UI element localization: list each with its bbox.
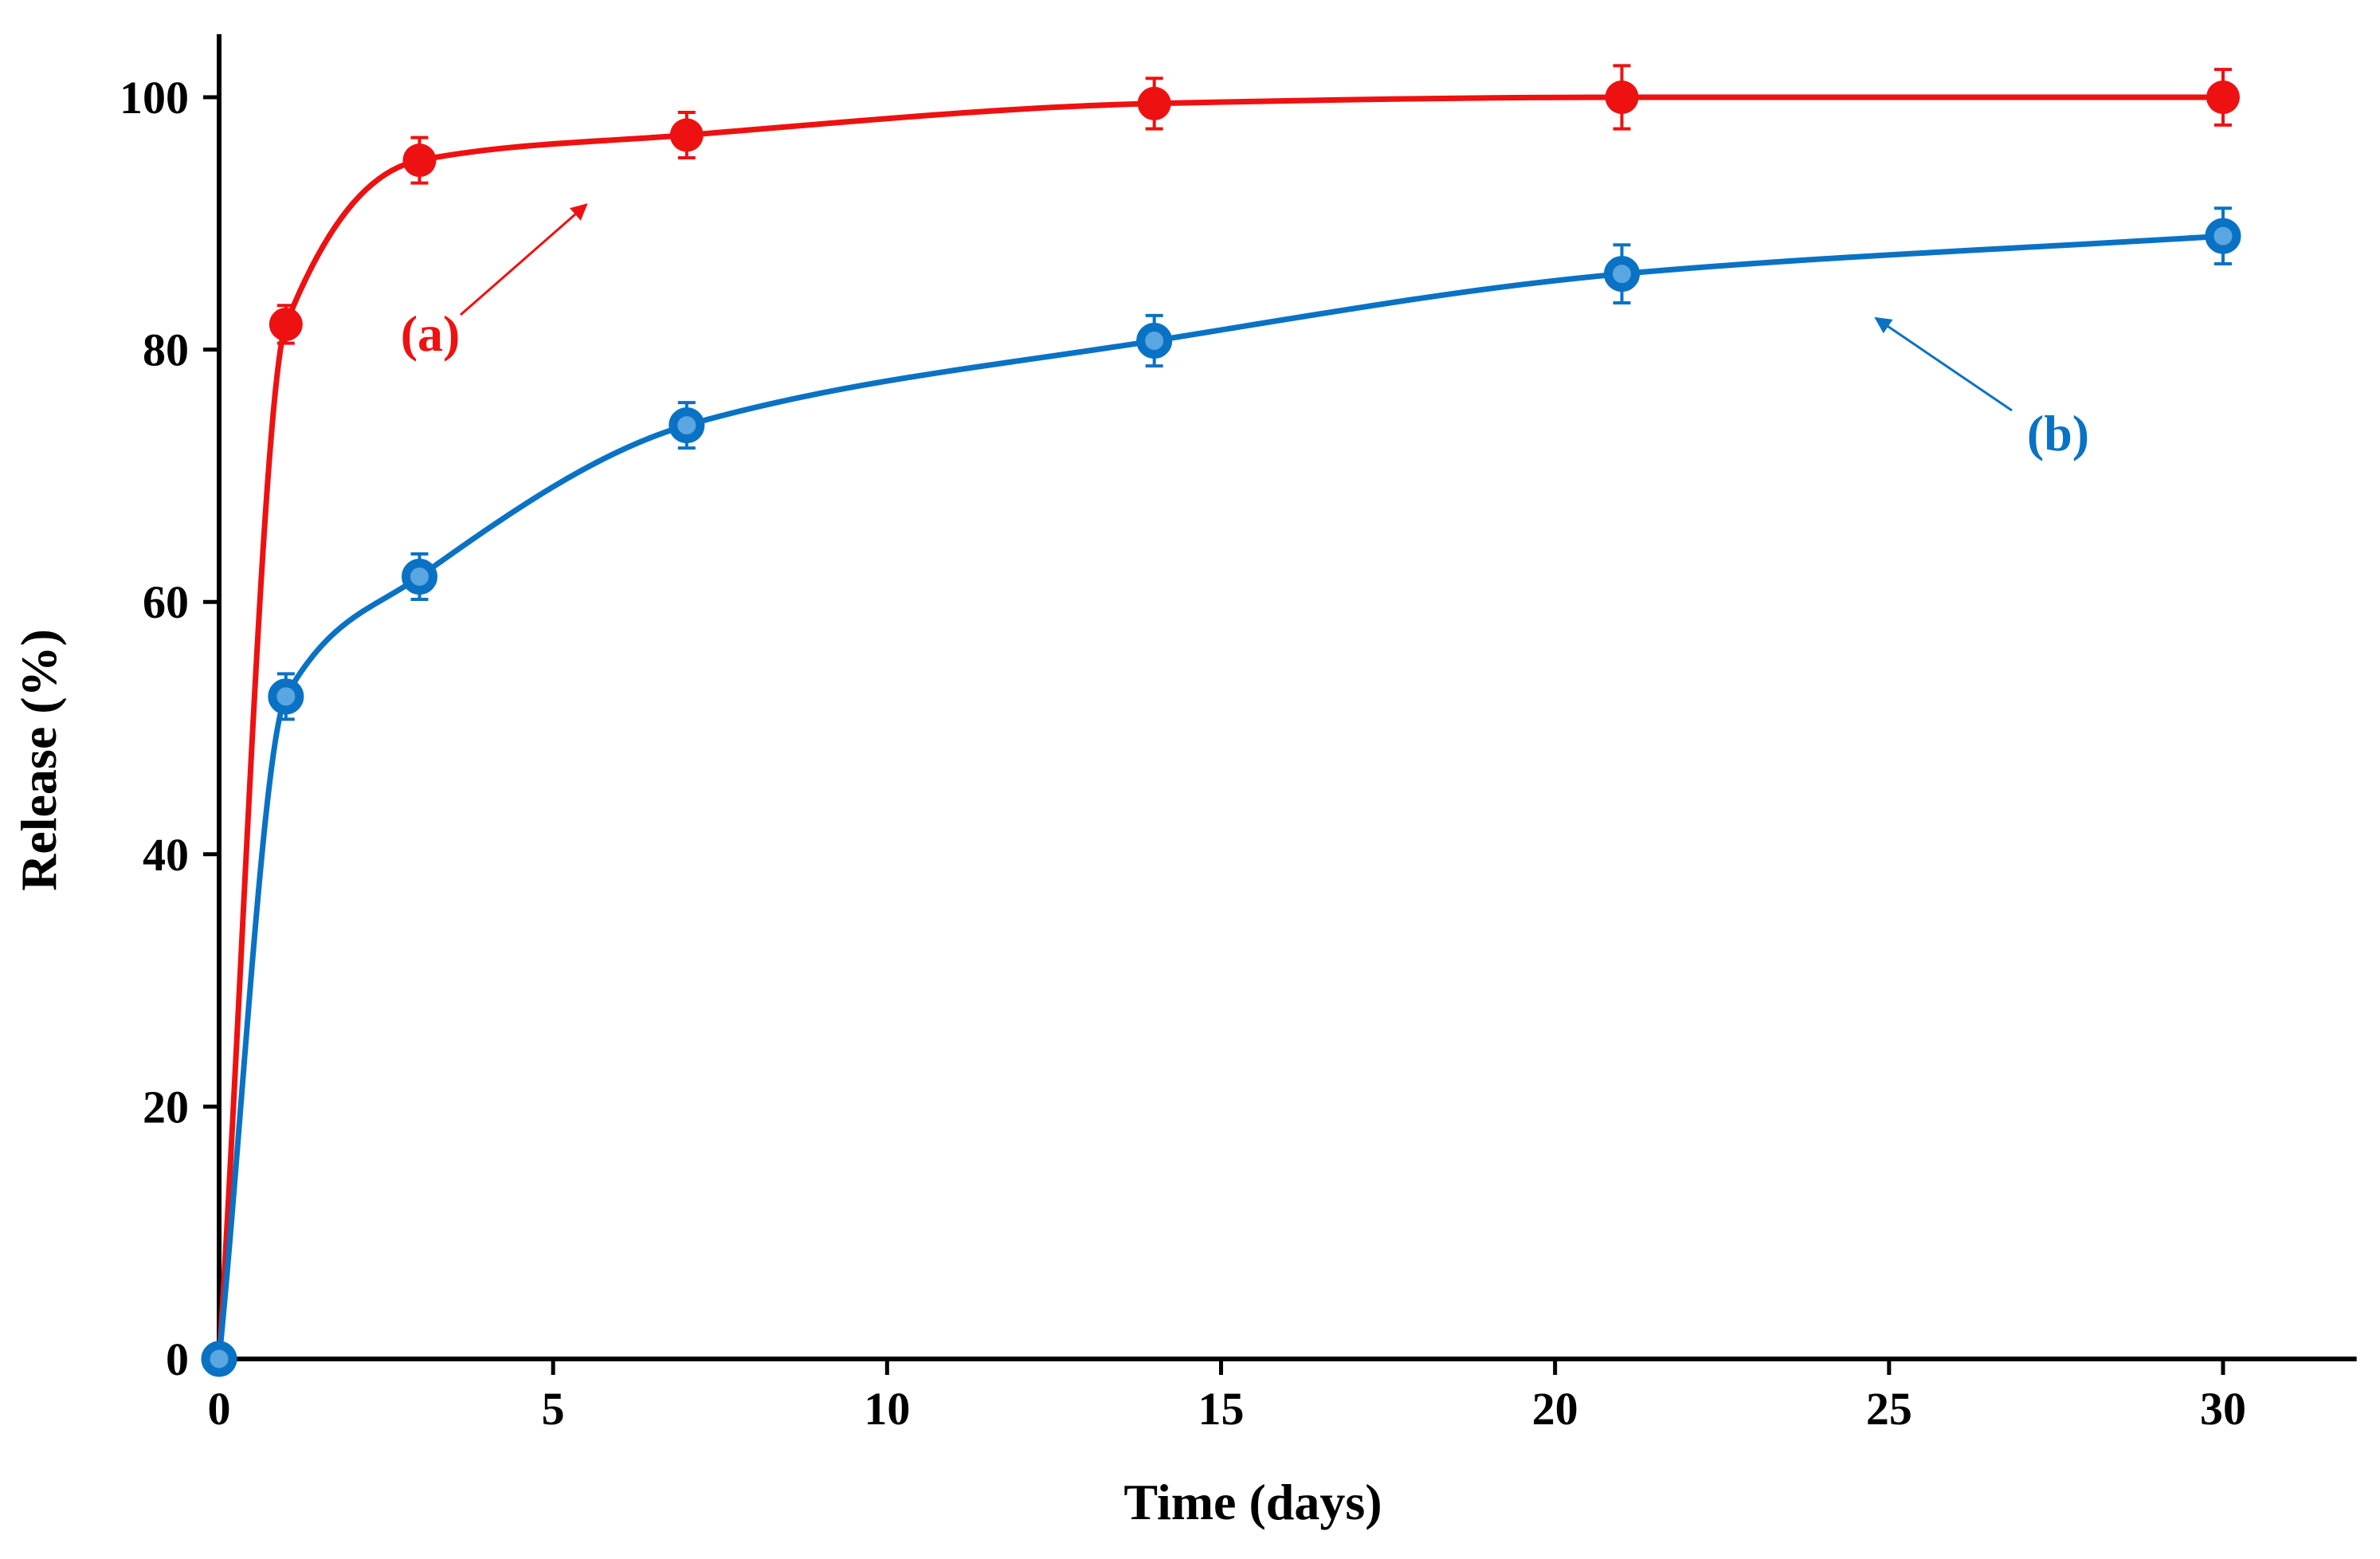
data-point	[1137, 86, 1171, 120]
data-point	[268, 678, 304, 715]
annotation-label-a: (a)	[401, 305, 461, 362]
data-point	[1136, 323, 1173, 359]
x-tick-label: 10	[864, 1383, 910, 1435]
y-axis-title: Release (%)	[10, 629, 67, 891]
x-tick-label: 20	[1532, 1383, 1578, 1435]
axes	[217, 33, 2357, 1361]
y-tick-label: 40	[143, 829, 189, 881]
data-point	[1604, 256, 1640, 293]
data-point	[669, 118, 704, 152]
x-tick-label: 30	[2200, 1383, 2246, 1435]
annotation-label-b: (b)	[2027, 405, 2089, 461]
x-axis-title: Time (days)	[1123, 1474, 1382, 1530]
x-tick-label: 25	[1866, 1383, 1912, 1435]
data-point	[269, 307, 303, 341]
data-point	[201, 1341, 237, 1377]
data-point	[1605, 81, 1639, 114]
data-point	[2205, 218, 2241, 254]
annotations: (a) (b)	[401, 203, 2089, 461]
annotation-arrow-b	[1874, 316, 2013, 412]
y-tick-label: 100	[120, 72, 189, 124]
annotation-arrow-a	[460, 203, 588, 316]
x-tick-label: 0	[208, 1383, 231, 1435]
series-b	[201, 206, 2241, 1377]
ticks: 0 5 10 15 20 25 30 0 20 40 60 80 100	[120, 72, 2246, 1435]
y-tick-label: 80	[143, 324, 189, 376]
series-line	[216, 233, 2224, 1360]
data-point	[2206, 81, 2240, 114]
series-a	[202, 64, 2240, 1376]
x-tick-label: 15	[1198, 1383, 1245, 1435]
data-point	[402, 143, 437, 178]
series-line	[216, 94, 2223, 1360]
y-tick-label: 60	[143, 576, 189, 628]
y-tick-label: 0	[166, 1333, 189, 1385]
data-point	[669, 407, 705, 444]
x-tick-label: 5	[542, 1383, 565, 1435]
data-point	[402, 559, 437, 595]
series	[201, 64, 2241, 1377]
y-tick-label: 20	[143, 1081, 189, 1133]
